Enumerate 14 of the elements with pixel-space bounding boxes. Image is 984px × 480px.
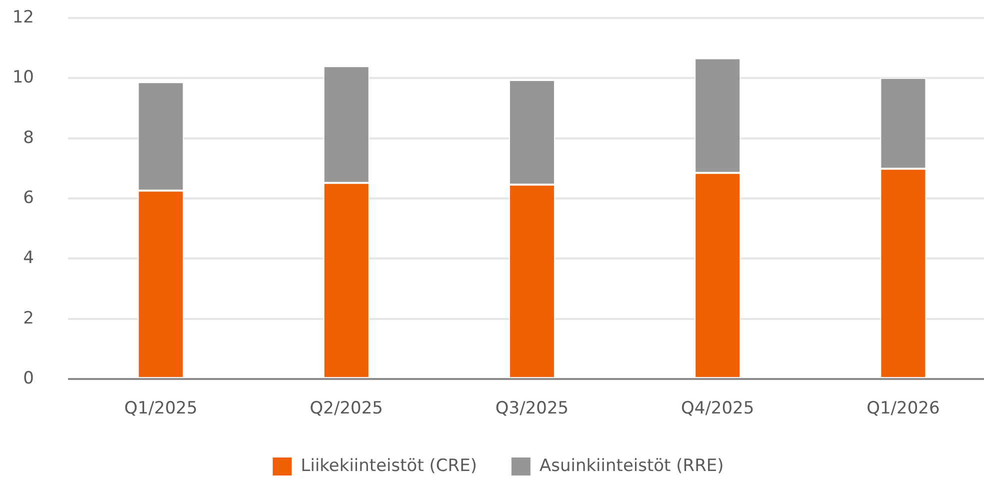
y-tick-label: 0 bbox=[23, 368, 34, 388]
x-tick-label: Q2/2025 bbox=[310, 398, 383, 419]
x-tick-label: Q3/2025 bbox=[495, 398, 569, 419]
y-tick-label: 8 bbox=[23, 128, 34, 148]
y-tick-label: 4 bbox=[23, 248, 34, 268]
x-tick-label: Q1/2026 bbox=[866, 398, 940, 419]
legend-label: Asuinkiinteistöt (RRE) bbox=[539, 456, 724, 476]
y-tick-label: 12 bbox=[12, 7, 34, 28]
x-tick-label: Q1/2025 bbox=[124, 398, 198, 419]
y-tick-label: 10 bbox=[12, 68, 34, 88]
x-tick-label: Q4/2025 bbox=[681, 398, 754, 419]
y-tick-label: 2 bbox=[23, 308, 34, 328]
legend-label: Liikekiinteistöt (CRE) bbox=[300, 456, 477, 476]
y-tick-label: 6 bbox=[23, 188, 34, 208]
